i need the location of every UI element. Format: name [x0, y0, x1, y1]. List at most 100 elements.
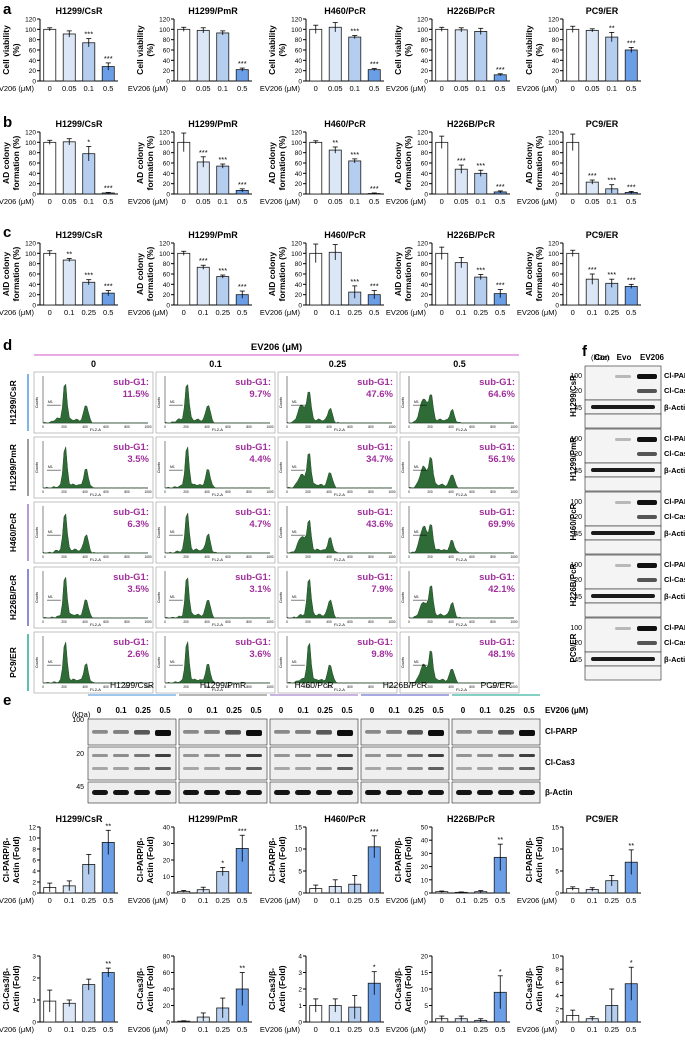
significance-label: ***	[496, 182, 505, 191]
histogram-x-tick: 400	[82, 555, 88, 559]
y-tick-label: 80	[295, 37, 303, 44]
blot-band	[407, 730, 423, 735]
subg1-percent: 64.6%	[488, 389, 515, 400]
chart-title: H1299/CsR	[55, 230, 103, 240]
blot-band	[615, 627, 631, 630]
y-tick-label: 10	[421, 987, 429, 994]
histogram-y-label: Counts	[35, 527, 39, 538]
blot-strip	[584, 665, 662, 681]
histogram-x-tick: 400	[326, 425, 332, 429]
blot-band	[456, 730, 472, 734]
blot-band	[225, 730, 241, 735]
subg1-percent: 6.3%	[127, 519, 149, 530]
histogram-area	[286, 578, 393, 619]
x-tick-label: 0.5	[369, 308, 379, 317]
y-axis-label: Actin (Fold)	[277, 965, 287, 1012]
y-tick-label: 120	[291, 17, 302, 24]
blot-cell-line-label: H1299/PmR	[569, 437, 578, 481]
histogram-x-label: FL2-A	[90, 557, 101, 562]
significance-label: ***	[607, 176, 616, 185]
x-tick-label: 0.05	[454, 84, 469, 93]
chart-title: H460/PcR	[324, 814, 366, 824]
blot-protein-label: Cl-Cas3	[664, 575, 685, 584]
y-axis-label: Actin (Fold)	[403, 836, 413, 883]
bar	[82, 42, 96, 82]
chart-title: H226B/PcR	[447, 814, 496, 824]
treatment-label: Evo	[617, 353, 632, 362]
blot-marker: 45	[574, 657, 582, 664]
blot-strip	[178, 781, 268, 804]
x-tick-label: 0.1	[607, 84, 617, 93]
y-tick-label: 1	[32, 998, 36, 1005]
x-tick-label: 0.25	[347, 1025, 362, 1034]
subg1-label: sub-G1:	[113, 442, 149, 453]
bar	[62, 33, 76, 82]
x-tick-label: 0.05	[328, 84, 343, 93]
blot-dose-label: 0	[370, 706, 375, 715]
y-tick-label: 100	[159, 27, 170, 34]
y-tick-label: 6	[32, 858, 36, 865]
histogram-x-tick: 400	[82, 490, 88, 494]
y-tick-label: 60	[552, 272, 560, 279]
histogram-x-label: FL2-A	[456, 557, 467, 562]
histogram-x-label: FL2-A	[90, 492, 101, 497]
y-axis-label: Cl-PARP/β-	[1, 837, 11, 882]
flow-histogram: M1 Counts FL2-A 0 200 400 600 800 1000 sub-G1:43.…	[277, 501, 398, 564]
histogram-x-tick: 1000	[144, 620, 151, 624]
histogram-y-label: Counts	[35, 397, 39, 408]
histogram-y-label: Counts	[157, 592, 161, 603]
x-tick-label: 0.5	[237, 1025, 247, 1034]
x-tick-label: 0.1	[350, 197, 360, 206]
y-axis-label: Actin (Fold)	[534, 836, 544, 883]
chart-a-2: Cell viability (%) 0 20 40 60 80 100 120 H460/PcR…	[260, 6, 384, 93]
histogram-x-tick: 0	[164, 685, 166, 689]
histogram-y-label: Counts	[279, 397, 283, 408]
x-tick-label: 0.5	[626, 1025, 636, 1034]
significance-label: ***	[104, 54, 113, 63]
histogram-y-label: Counts	[157, 462, 161, 473]
blot-band	[519, 754, 535, 757]
x-tick-label: 0.5	[103, 308, 113, 317]
histogram-x-tick: 0	[164, 425, 166, 429]
y-axis-label: AID colony	[267, 252, 277, 297]
histogram-x-tick: 800	[124, 620, 130, 624]
blot-kda-label: (kDa)	[591, 353, 610, 362]
subg1-label: sub-G1:	[113, 637, 149, 648]
chart-e-cas3-2: Cl-Cas3/β- Actin (Fold) 0 1 2 3 4 0 0.1 0.25 * 0.5 E…	[260, 954, 384, 1034]
blot-band	[274, 754, 290, 757]
y-axis-label: AD colony	[135, 253, 145, 295]
blot-protein-label: Cl-Cas3	[545, 758, 575, 767]
blot-strip	[584, 491, 662, 527]
histogram-x-label: FL2-A	[90, 427, 101, 432]
y-tick-label: 20	[421, 954, 429, 961]
blot-band	[225, 767, 241, 770]
significance-label: ***	[350, 150, 359, 159]
chart-title: H1299/CsR	[55, 119, 103, 129]
significance-label: ***	[350, 277, 359, 286]
y-axis-label: formation (%)	[534, 135, 544, 190]
y-tick-label: 80	[163, 37, 171, 44]
histogram-x-tick: 0	[164, 555, 166, 559]
x-tick-label: 0.25	[604, 896, 619, 905]
histogram-x-tick: 800	[490, 555, 496, 559]
histogram-y-label: Counts	[35, 657, 39, 668]
x-tick-label: 0.5	[103, 197, 113, 206]
blot-band	[274, 790, 290, 795]
histogram-area	[408, 524, 514, 554]
bar	[367, 69, 381, 82]
blot-band	[365, 767, 381, 770]
chart-b-4: AD colony formation (%) 0 20 40 60 80 100 120 PC9…	[517, 119, 641, 206]
y-tick-label: 120	[159, 130, 170, 137]
chart-title: H1299/PmR	[188, 814, 238, 824]
histogram-x-tick: 200	[61, 490, 67, 494]
flow-row-label: H1299/PmR	[8, 444, 18, 491]
panel-letter: a	[3, 1, 12, 18]
y-tick-label: 60	[29, 161, 37, 168]
blot-protein-label: Cl-Cas3	[664, 638, 685, 647]
y-tick-label: 120	[417, 17, 428, 24]
x-tick-label: 0.25	[604, 308, 619, 317]
x-tick-label: 0.05	[196, 197, 211, 206]
x-tick-label: 0.5	[626, 197, 636, 206]
blot-dose-label: 0.25	[499, 706, 515, 715]
histogram-x-tick: 200	[305, 425, 311, 429]
